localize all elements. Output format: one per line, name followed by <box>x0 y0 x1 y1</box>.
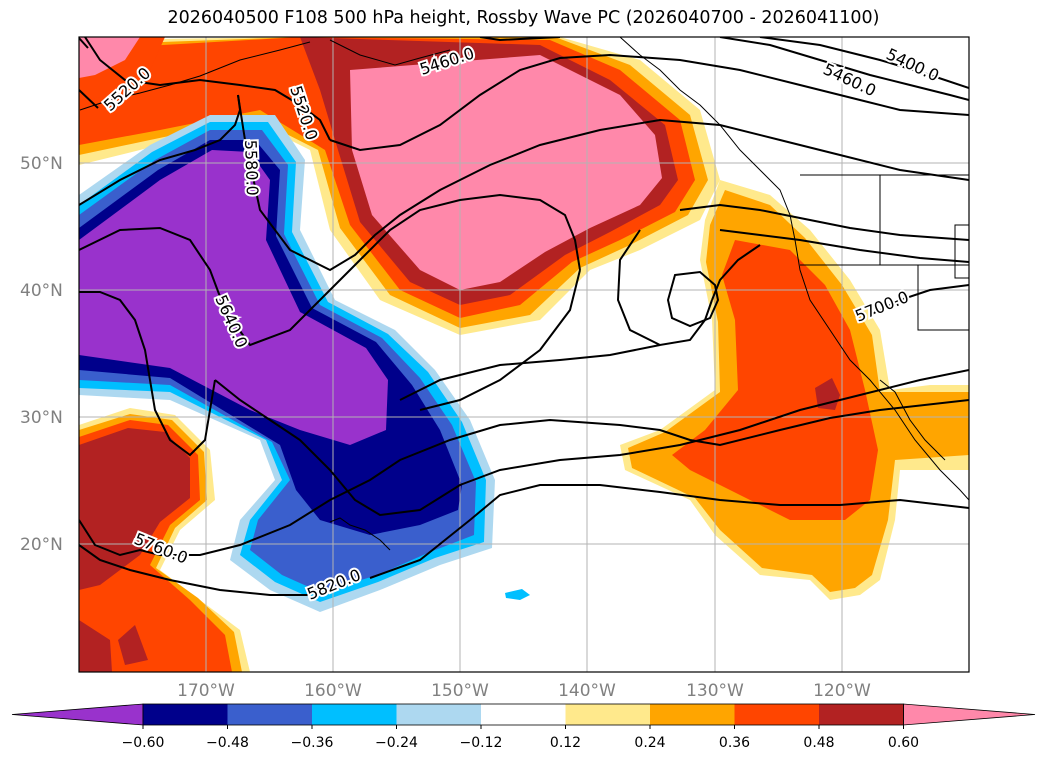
lat-label-20n: 20°N <box>20 535 63 555</box>
lon-label-160w: 160°W <box>304 681 362 701</box>
height-contours <box>79 37 969 596</box>
colorbar-tick-label: 0.48 <box>803 735 834 751</box>
map-plot-area: 5520.0 5520.0 5460.0 5400.0 5460.0 5580.… <box>79 37 969 672</box>
colorbar-tick-label: 0.24 <box>634 735 665 751</box>
lat-label-50n: 50°N <box>20 154 63 174</box>
colorbar-tick-label: −0.60 <box>122 735 165 751</box>
colorbar-tick-label: −0.36 <box>291 735 334 751</box>
colorbar-tick-label: −0.12 <box>460 735 503 751</box>
map-frame <box>78 36 970 673</box>
map-title: 2026040500 F108 500 hPa height, Rossby W… <box>167 8 880 28</box>
contour-label: 5580.0 <box>241 139 262 196</box>
lon-label-170w: 170°W <box>177 681 235 701</box>
lat-label-30n: 30°N <box>20 408 63 428</box>
colorbar-outline <box>142 703 904 726</box>
colorbar <box>11 703 1036 726</box>
colorbar-segment <box>650 704 735 725</box>
lon-label-140w: 140°W <box>558 681 616 701</box>
latitude-labels: 50°N 40°N 30°N 20°N <box>20 154 63 555</box>
colorbar-tick-label: 0.12 <box>550 735 581 751</box>
longitude-labels: 170°W 160°W 150°W 140°W 130°W 120°W <box>177 681 871 701</box>
colorbar-segment <box>565 704 651 725</box>
colorbar-tick-label: −0.24 <box>375 735 418 751</box>
colorbar-extend-high <box>903 703 1036 726</box>
colorbar-segment <box>312 704 397 725</box>
colorbar-tick-label: 0.36 <box>719 735 750 751</box>
lat-label-40n: 40°N <box>20 281 63 301</box>
lon-label-120w: 120°W <box>813 681 871 701</box>
colorbar-segment <box>481 704 566 725</box>
graticule <box>79 37 969 672</box>
positive-anomaly-southwest <box>79 408 250 672</box>
colorbar-extend-low <box>11 703 144 726</box>
colorbar-segment <box>143 704 228 725</box>
colorbar-segment <box>734 704 820 725</box>
colorbar-segment <box>819 704 904 725</box>
colorbar-segment <box>227 704 313 725</box>
colorbar-ticks: −0.60 −0.48 −0.36 −0.24 −0.12 0.12 0.24 0.36 0.4… <box>122 725 919 751</box>
colorbar-tick-label: 0.60 <box>888 735 919 751</box>
lon-label-130w: 130°W <box>686 681 744 701</box>
colorbar-segment <box>396 704 482 725</box>
lon-label-150w: 150°W <box>431 681 489 701</box>
colorbar-tick-label: −0.48 <box>206 735 249 751</box>
